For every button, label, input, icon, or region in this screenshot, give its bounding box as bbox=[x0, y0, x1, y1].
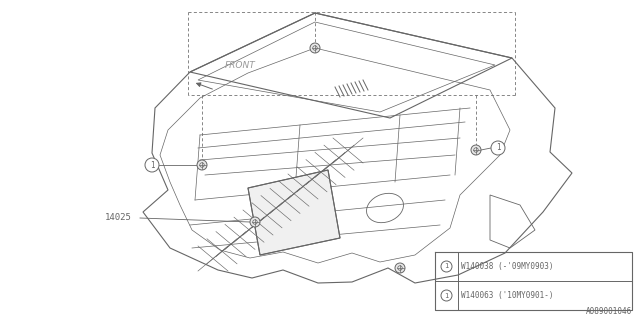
Circle shape bbox=[395, 263, 405, 273]
Circle shape bbox=[441, 261, 452, 272]
Text: A089001046: A089001046 bbox=[586, 307, 632, 316]
Circle shape bbox=[471, 145, 481, 155]
Text: FRONT: FRONT bbox=[225, 61, 256, 70]
Text: 1: 1 bbox=[444, 292, 449, 299]
Text: W140038 (-'09MY0903): W140038 (-'09MY0903) bbox=[461, 262, 554, 271]
Polygon shape bbox=[248, 170, 340, 255]
Text: 14025: 14025 bbox=[105, 213, 132, 222]
Text: 1: 1 bbox=[444, 263, 449, 269]
Circle shape bbox=[250, 217, 260, 227]
Text: W140063 ('10MY0901-): W140063 ('10MY0901-) bbox=[461, 291, 554, 300]
Circle shape bbox=[197, 160, 207, 170]
Text: 1: 1 bbox=[150, 161, 154, 170]
Text: 1: 1 bbox=[496, 143, 500, 153]
Circle shape bbox=[491, 141, 505, 155]
Circle shape bbox=[145, 158, 159, 172]
Circle shape bbox=[441, 290, 452, 301]
Circle shape bbox=[310, 43, 320, 53]
